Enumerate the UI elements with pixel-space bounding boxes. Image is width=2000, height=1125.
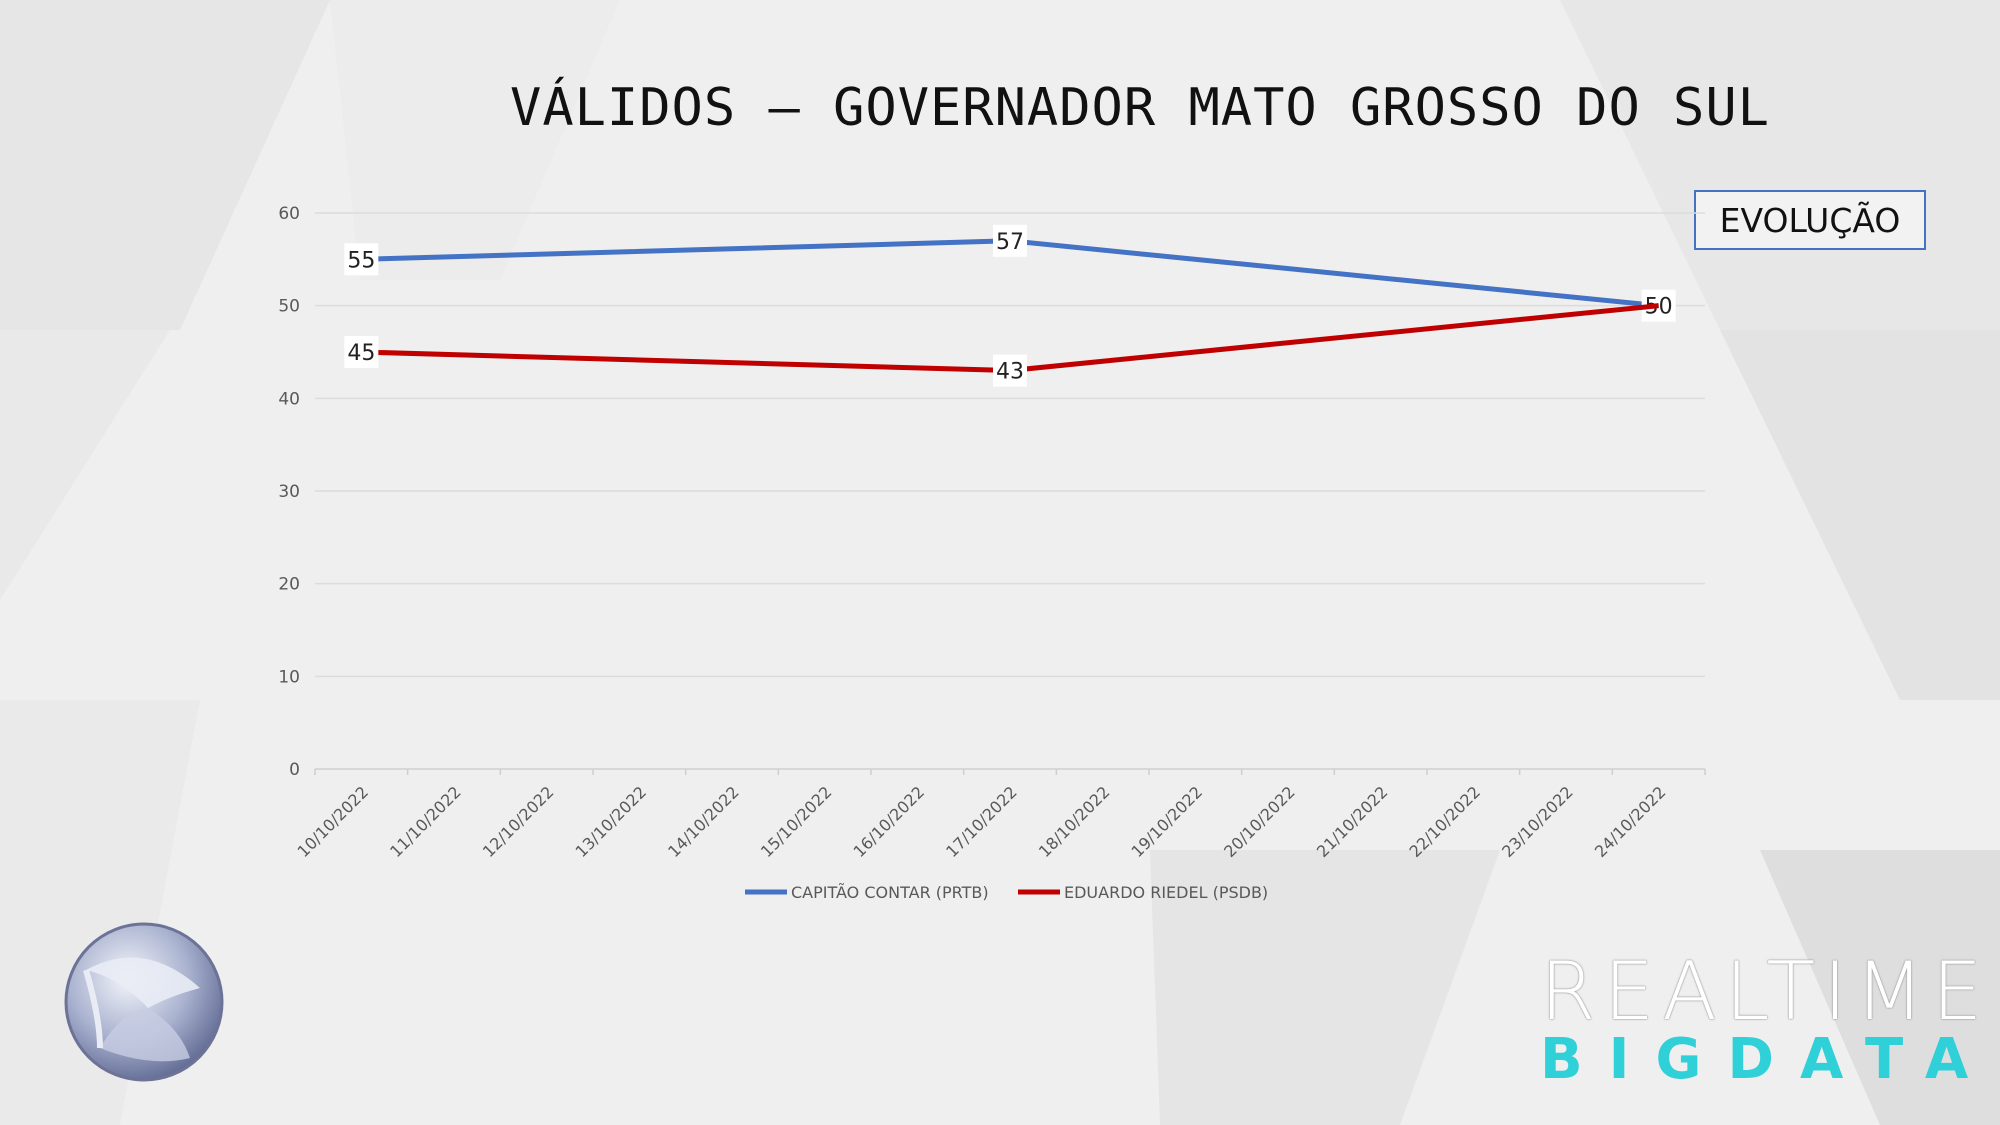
- y-tick-label: 40: [278, 389, 300, 409]
- x-tick-label: 11/10/2022: [386, 782, 465, 861]
- legend-label: CAPITÃO CONTAR (PRTB): [791, 883, 989, 902]
- x-tick-label: 12/10/2022: [479, 782, 558, 861]
- x-tick-label: 16/10/2022: [850, 782, 929, 861]
- x-tick-label: 22/10/2022: [1406, 782, 1485, 861]
- x-tick-label: 14/10/2022: [664, 782, 743, 861]
- y-tick-label: 20: [278, 575, 300, 595]
- data-label-bg: [993, 354, 1027, 387]
- data-label: 43: [996, 360, 1024, 385]
- data-label: 55: [347, 248, 375, 273]
- x-tick-label: 24/10/2022: [1591, 782, 1670, 861]
- realtime-bigdata-logo: REALTIME BIGDATA: [1540, 945, 1991, 1092]
- x-tick-label: 10/10/2022: [294, 782, 373, 861]
- y-tick-label: 0: [289, 760, 300, 780]
- data-label-bg: [344, 336, 379, 368]
- x-tick-label: 17/10/2022: [942, 782, 1021, 861]
- x-tick-label: 20/10/2022: [1220, 782, 1299, 861]
- x-tick-label: 23/10/2022: [1498, 782, 1577, 861]
- y-tick-label: 30: [278, 482, 300, 502]
- data-label: 45: [347, 341, 375, 366]
- brand-line1: REALTIME: [1540, 945, 1991, 1038]
- x-tick-label: 19/10/2022: [1128, 782, 1207, 861]
- x-tick-label: 21/10/2022: [1313, 782, 1392, 861]
- data-label-bg: [993, 224, 1027, 257]
- evolucao-badge: EVOLUÇÃO: [1694, 190, 1926, 250]
- page-title: VÁLIDOS – GOVERNADOR MATO GROSSO DO SUL: [510, 78, 1770, 138]
- y-tick-label: 60: [278, 204, 300, 224]
- data-label-bg: [344, 243, 379, 276]
- y-tick-label: 10: [278, 667, 300, 687]
- y-tick-label: 50: [278, 297, 300, 317]
- x-tick-label: 15/10/2022: [757, 782, 836, 861]
- legend-label: EDUARDO RIEDEL (PSDB): [1064, 883, 1268, 902]
- record-tv-logo: [64, 922, 224, 1082]
- brand-line2: BIGDATA: [1540, 1027, 1995, 1092]
- x-tick-label: 13/10/2022: [572, 782, 651, 861]
- data-label: 57: [996, 230, 1024, 255]
- x-tick-label: 18/10/2022: [1035, 782, 1114, 861]
